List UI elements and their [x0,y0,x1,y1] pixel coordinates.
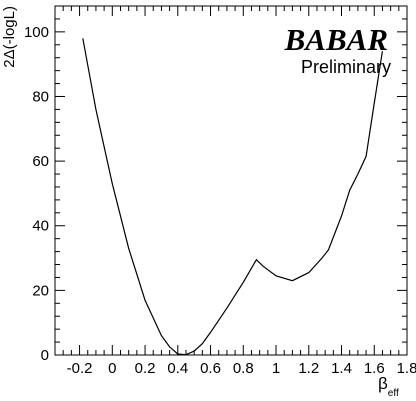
x-tick-label: -0.2 [67,360,93,377]
likelihood-curve [82,38,383,356]
babar-logo: BABAR [284,22,388,57]
y-tick-label: 60 [32,153,49,170]
x-axis-title: βeff [378,374,399,399]
x-tick-label: 0.4 [167,360,188,377]
y-axis-title: 2Δ(-logL) [1,6,18,68]
y-tick-label: 80 [32,88,49,105]
x-tick-label: 1 [272,360,280,377]
y-tick-labels: 0 20 40 60 80 100 [24,24,49,364]
axis-ticks [54,5,408,356]
x-tick-label: 0.8 [233,360,254,377]
preliminary-label: Preliminary [301,57,391,77]
x-tick-labels: -0.2 0 0.2 0.4 0.6 0.8 1 1.2 1.4 1.6 1.8 [67,360,416,377]
y-tick-label: 100 [24,24,49,41]
x-tick-label: 1.2 [298,360,319,377]
x-tick-label: 0 [108,360,116,377]
x-tick-label: 1.4 [331,360,352,377]
x-axis-title-main: β [378,374,388,393]
y-tick-label: 20 [32,282,49,299]
x-tick-label: 0.2 [135,360,156,377]
x-tick-label: 0.6 [200,360,221,377]
x-axis-title-sub: eff [388,388,399,399]
y-tick-label: 40 [32,218,49,235]
y-tick-label: 0 [41,347,49,364]
plot-frame [54,5,408,356]
x-tick-label: 1.6 [364,360,385,377]
x-tick-label: 1.8 [397,360,416,377]
